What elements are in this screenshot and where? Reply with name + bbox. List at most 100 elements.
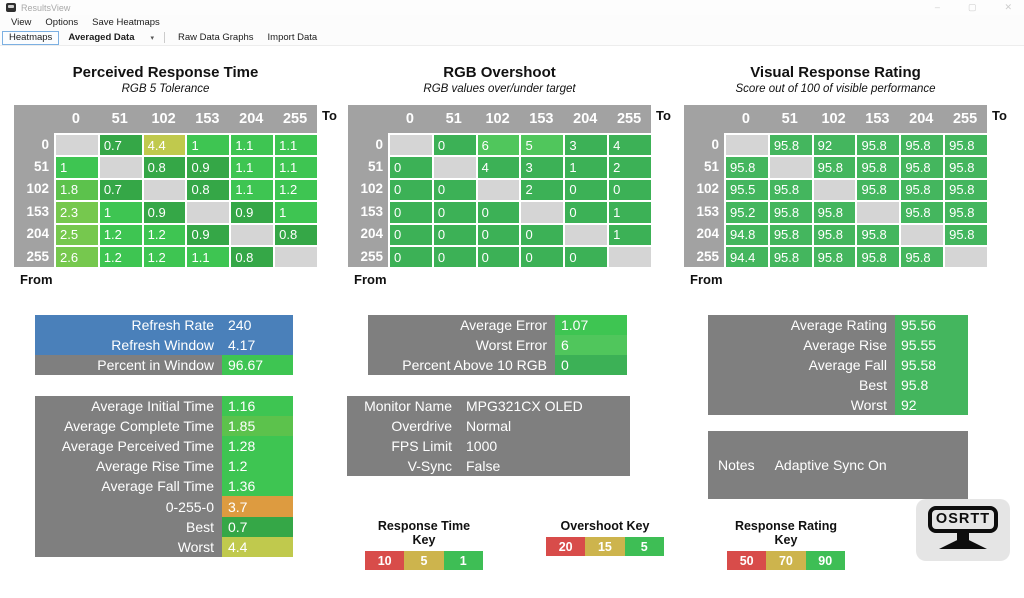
heatmap-cell: 2 (519, 177, 564, 201)
heatmap-cell: 1.2 (97, 222, 142, 245)
stat-row: Average Rise Time 1.2 (35, 456, 293, 477)
heatmap-cell: 1.1 (185, 244, 230, 268)
visual-response-rating-heatmap: 0 51 102 153 204 255 0 95.8 92 95.8 95.8 95.8 51 95.8… (684, 105, 987, 268)
heatmap-cell: 95.2 (724, 200, 768, 223)
menu-view[interactable]: View (11, 17, 32, 28)
heatmap-cell: 5 (519, 133, 564, 156)
heatmaps-button[interactable]: Heatmaps (2, 30, 60, 45)
perceived-response-time-section: Perceived Response Time RGB 5 Tolerance … (14, 64, 337, 300)
heatmap-row: 204 0 0 0 0 1 (348, 222, 651, 245)
heatmap-cell: 95.8 (899, 177, 944, 201)
row-header: 51 (367, 159, 383, 175)
heatmap-row: 153 0 0 0 0 1 (348, 200, 651, 223)
heatmap-row: 102 1.8 0.7 0.8 1.1 1.2 (14, 177, 317, 201)
perceived-response-time-heatmap: 0 51 102 153 204 255 0 0.7 4.4 1 1.1 1.1 51 1 0.8 0.9 1.… (14, 105, 317, 268)
stat-label: Worst (177, 538, 214, 555)
stat-label: 0-255-0 (165, 498, 214, 515)
column-header: 102 (485, 111, 510, 127)
stat-label: Refresh Window (111, 337, 214, 354)
toolbar-separator (164, 32, 166, 43)
key-segment: 50 (727, 551, 767, 570)
column-header: 153 (865, 111, 890, 127)
heatmap-cell: 1 (54, 155, 98, 178)
data-view-dropdown[interactable]: Averaged Data ▾ (64, 32, 158, 43)
monitor-base-icon (939, 540, 987, 549)
key-segment: 70 (766, 551, 806, 570)
stat-label: Average Initial Time (91, 398, 214, 415)
heatmap-row: 0 95.8 92 95.8 95.8 95.8 (684, 133, 987, 156)
stat-label: Average Error (460, 317, 547, 334)
heatmap-cell: 0 (388, 200, 432, 223)
heatmap-row: 204 2.5 1.2 1.2 0.9 0.8 (14, 222, 317, 245)
heatmap-cell (855, 200, 900, 223)
heatmap-cell: 95.8 (767, 222, 812, 245)
stat-value: 95.8 (895, 375, 968, 396)
heatmap-cell (141, 177, 186, 201)
heatmap-cell: 95.8 (767, 133, 812, 156)
stat-label: Refresh Rate (131, 317, 214, 334)
stat-label: Average Fall (808, 357, 887, 374)
heatmap-cell: 92 (811, 133, 856, 156)
stat-row: Average Error 1.07 (368, 315, 627, 336)
heatmap-cell: 95.8 (767, 200, 812, 223)
heatmap-cell: 1.8 (54, 177, 98, 201)
stat-label: Percent in Window (97, 357, 214, 374)
stat-row: V-Sync False (347, 456, 630, 476)
heatmap-cell: 95.8 (943, 177, 987, 201)
stat-value: 1000 (466, 438, 498, 455)
row-header: 153 (696, 203, 719, 219)
stat-label: Average Perceived Time (61, 438, 214, 455)
raw-data-graphs-button[interactable]: Raw Data Graphs (178, 32, 254, 43)
menu-options[interactable]: Options (45, 17, 79, 28)
column-header-row: 0 51 102 153 204 255 (14, 105, 317, 133)
stat-value: 1.85 (222, 416, 293, 437)
column-header: 51 (111, 111, 128, 127)
column-header: 102 (821, 111, 846, 127)
heatmap-cell: 3 (563, 133, 608, 156)
to-label: To (992, 108, 1007, 123)
from-label: From (20, 272, 53, 287)
heatmap-cell: 95.8 (767, 177, 812, 201)
heatmap-cell: 95.8 (899, 200, 944, 223)
import-data-button[interactable]: Import Data (267, 32, 318, 43)
stat-label: FPS Limit (391, 438, 452, 455)
heatmap-row: 255 94.4 95.8 95.8 95.8 95.8 (684, 244, 987, 268)
stat-label: Overdrive (391, 418, 452, 435)
row-header: 153 (26, 203, 49, 219)
column-header: 255 (952, 111, 978, 127)
minimize-icon[interactable]: – (934, 2, 940, 12)
stat-value: False (466, 458, 501, 475)
heatmap-cell (388, 133, 432, 156)
row-header: 255 (696, 248, 719, 264)
heatmap-cell: 4 (607, 133, 651, 156)
stat-value: 3.7 (222, 496, 293, 517)
heatmap-cell: 0 (563, 200, 608, 223)
response-time-summary-box: Average Initial Time 1.16 Average Complete… (35, 396, 293, 557)
data-view-selected: Averaged Data (68, 32, 135, 43)
app-icon (6, 3, 16, 12)
osrtt-logo-text: OSRTT (927, 506, 999, 533)
heatmap-cell (54, 133, 98, 156)
maximize-icon[interactable]: ▢ (967, 2, 977, 12)
notes-box: Notes Adaptive Sync On (708, 431, 968, 499)
heatmap-cell: 1 (607, 222, 651, 245)
heatmap-cell: 0 (475, 244, 520, 268)
row-header: 102 (26, 181, 49, 197)
stat-value: 95.58 (895, 355, 968, 376)
stat-value: 92 (895, 395, 968, 416)
menu-save-heatmaps[interactable]: Save Heatmaps (92, 17, 160, 28)
stat-row: Average Fall 95.58 (708, 355, 968, 376)
heatmap-cell: 95.8 (943, 222, 987, 245)
close-icon[interactable]: ✕ (1004, 2, 1012, 12)
heatmap-cell (97, 155, 142, 178)
column-header: 255 (616, 111, 642, 127)
row-header: 51 (33, 159, 49, 175)
heatmap-cell: 2 (607, 155, 651, 178)
stat-value: 96.67 (222, 355, 293, 376)
stat-row: FPS Limit 1000 (347, 436, 630, 456)
column-header-row: 0 51 102 153 204 255 (684, 105, 987, 133)
to-label: To (656, 108, 671, 123)
key-segment: 10 (365, 551, 405, 570)
heatmap-cell (767, 155, 812, 178)
heatmap-cell: 1 (607, 200, 651, 223)
